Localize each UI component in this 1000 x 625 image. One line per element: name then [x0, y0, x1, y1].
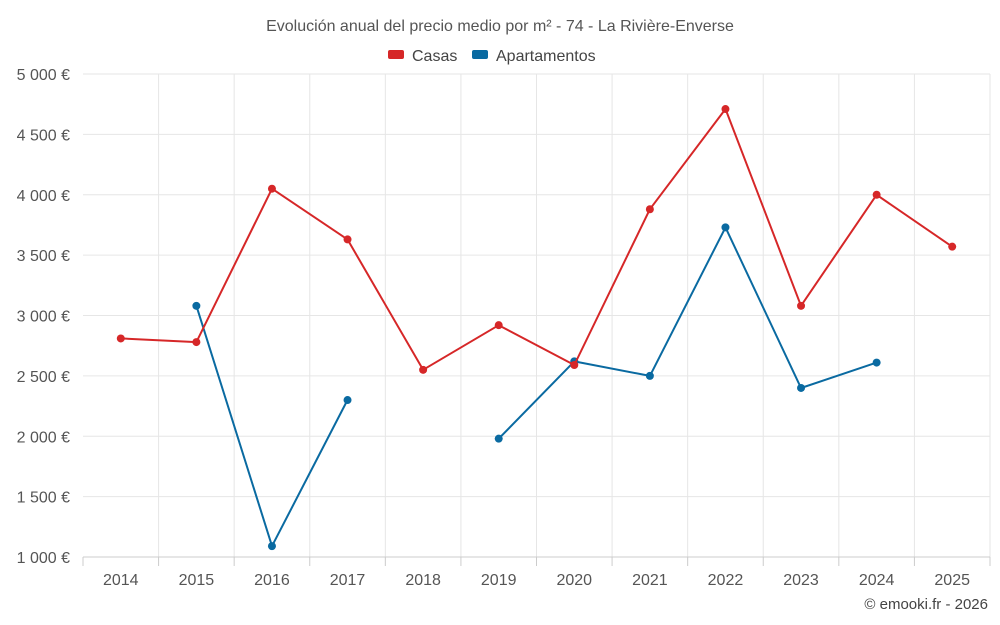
data-point-casas-2022[interactable] [721, 105, 730, 114]
y-tick-label: 4 000 € [17, 188, 70, 205]
data-point-casas-2014[interactable] [116, 334, 125, 343]
axes: 1 000 € 1 500 € 2 000 € 2 500 € 3 000 € 3 500… [17, 67, 991, 589]
data-point-apartamentos-2023[interactable] [797, 383, 806, 392]
x-tick-label: 2017 [330, 572, 366, 589]
x-tick-label: 2015 [179, 572, 215, 589]
data-point-casas-2023[interactable] [797, 301, 806, 310]
data-point-apartamentos-2022[interactable] [721, 223, 730, 232]
y-tick-label: 5 000 € [17, 67, 70, 84]
y-tick-label: 2 500 € [17, 369, 70, 386]
data-point-casas-2015[interactable] [192, 338, 201, 347]
data-point-casas-2020[interactable] [570, 361, 579, 370]
x-tick-label: 2020 [556, 572, 592, 589]
x-tick-label: 2016 [254, 572, 290, 589]
data-point-casas-2019[interactable] [494, 321, 503, 330]
data-point-apartamentos-2021[interactable] [645, 371, 654, 380]
legend[interactable]: Casas Apartamentos [388, 48, 596, 65]
legend-swatch-casas [388, 50, 404, 59]
x-tick-label: 2024 [859, 572, 895, 589]
x-tick-label: 2018 [405, 572, 441, 589]
data-point-apartamentos-2019[interactable] [494, 434, 503, 443]
x-tick-label: 2022 [708, 572, 744, 589]
series-casas [116, 105, 957, 374]
series-line-apartamentos [195, 304, 349, 548]
y-tick-label: 3 500 € [17, 248, 70, 265]
data-point-apartamentos-2015[interactable] [192, 301, 201, 310]
data-point-apartamentos-2017[interactable] [343, 396, 352, 405]
legend-swatch-apartamentos [472, 50, 488, 59]
y-tick-label: 4 500 € [17, 127, 70, 144]
grid [83, 73, 991, 557]
legend-label-casas: Casas [412, 48, 457, 65]
y-tick-label: 3 000 € [17, 309, 70, 326]
y-tick-label: 1 000 € [17, 550, 70, 567]
data-point-casas-2025[interactable] [948, 242, 957, 251]
data-point-apartamentos-2016[interactable] [267, 542, 276, 551]
data-point-casas-2018[interactable] [419, 365, 428, 374]
series [116, 105, 957, 551]
legend-item-apartamentos[interactable]: Apartamentos [472, 48, 596, 65]
x-tick-label: 2014 [103, 572, 139, 589]
series-line-apartamentos [497, 226, 878, 440]
x-tick-label: 2019 [481, 572, 517, 589]
x-tick-label: 2023 [783, 572, 819, 589]
credit-text: © emooki.fr - 2026 [864, 596, 988, 613]
series-line-casas [119, 108, 954, 371]
data-point-casas-2021[interactable] [645, 205, 654, 214]
data-point-casas-2017[interactable] [343, 235, 352, 244]
x-tick-label: 2025 [934, 572, 970, 589]
data-point-apartamentos-2024[interactable] [872, 358, 881, 367]
chart-title: Evolución anual del precio medio por m² … [266, 18, 734, 35]
x-tick-label: 2021 [632, 572, 668, 589]
y-tick-label: 1 500 € [17, 490, 70, 507]
series-apartamentos [192, 223, 881, 551]
y-tick-label: 2 000 € [17, 429, 70, 446]
data-point-casas-2016[interactable] [267, 184, 276, 193]
data-point-casas-2024[interactable] [872, 190, 881, 199]
legend-item-casas[interactable]: Casas [388, 48, 457, 65]
legend-label-apartamentos: Apartamentos [496, 48, 596, 65]
